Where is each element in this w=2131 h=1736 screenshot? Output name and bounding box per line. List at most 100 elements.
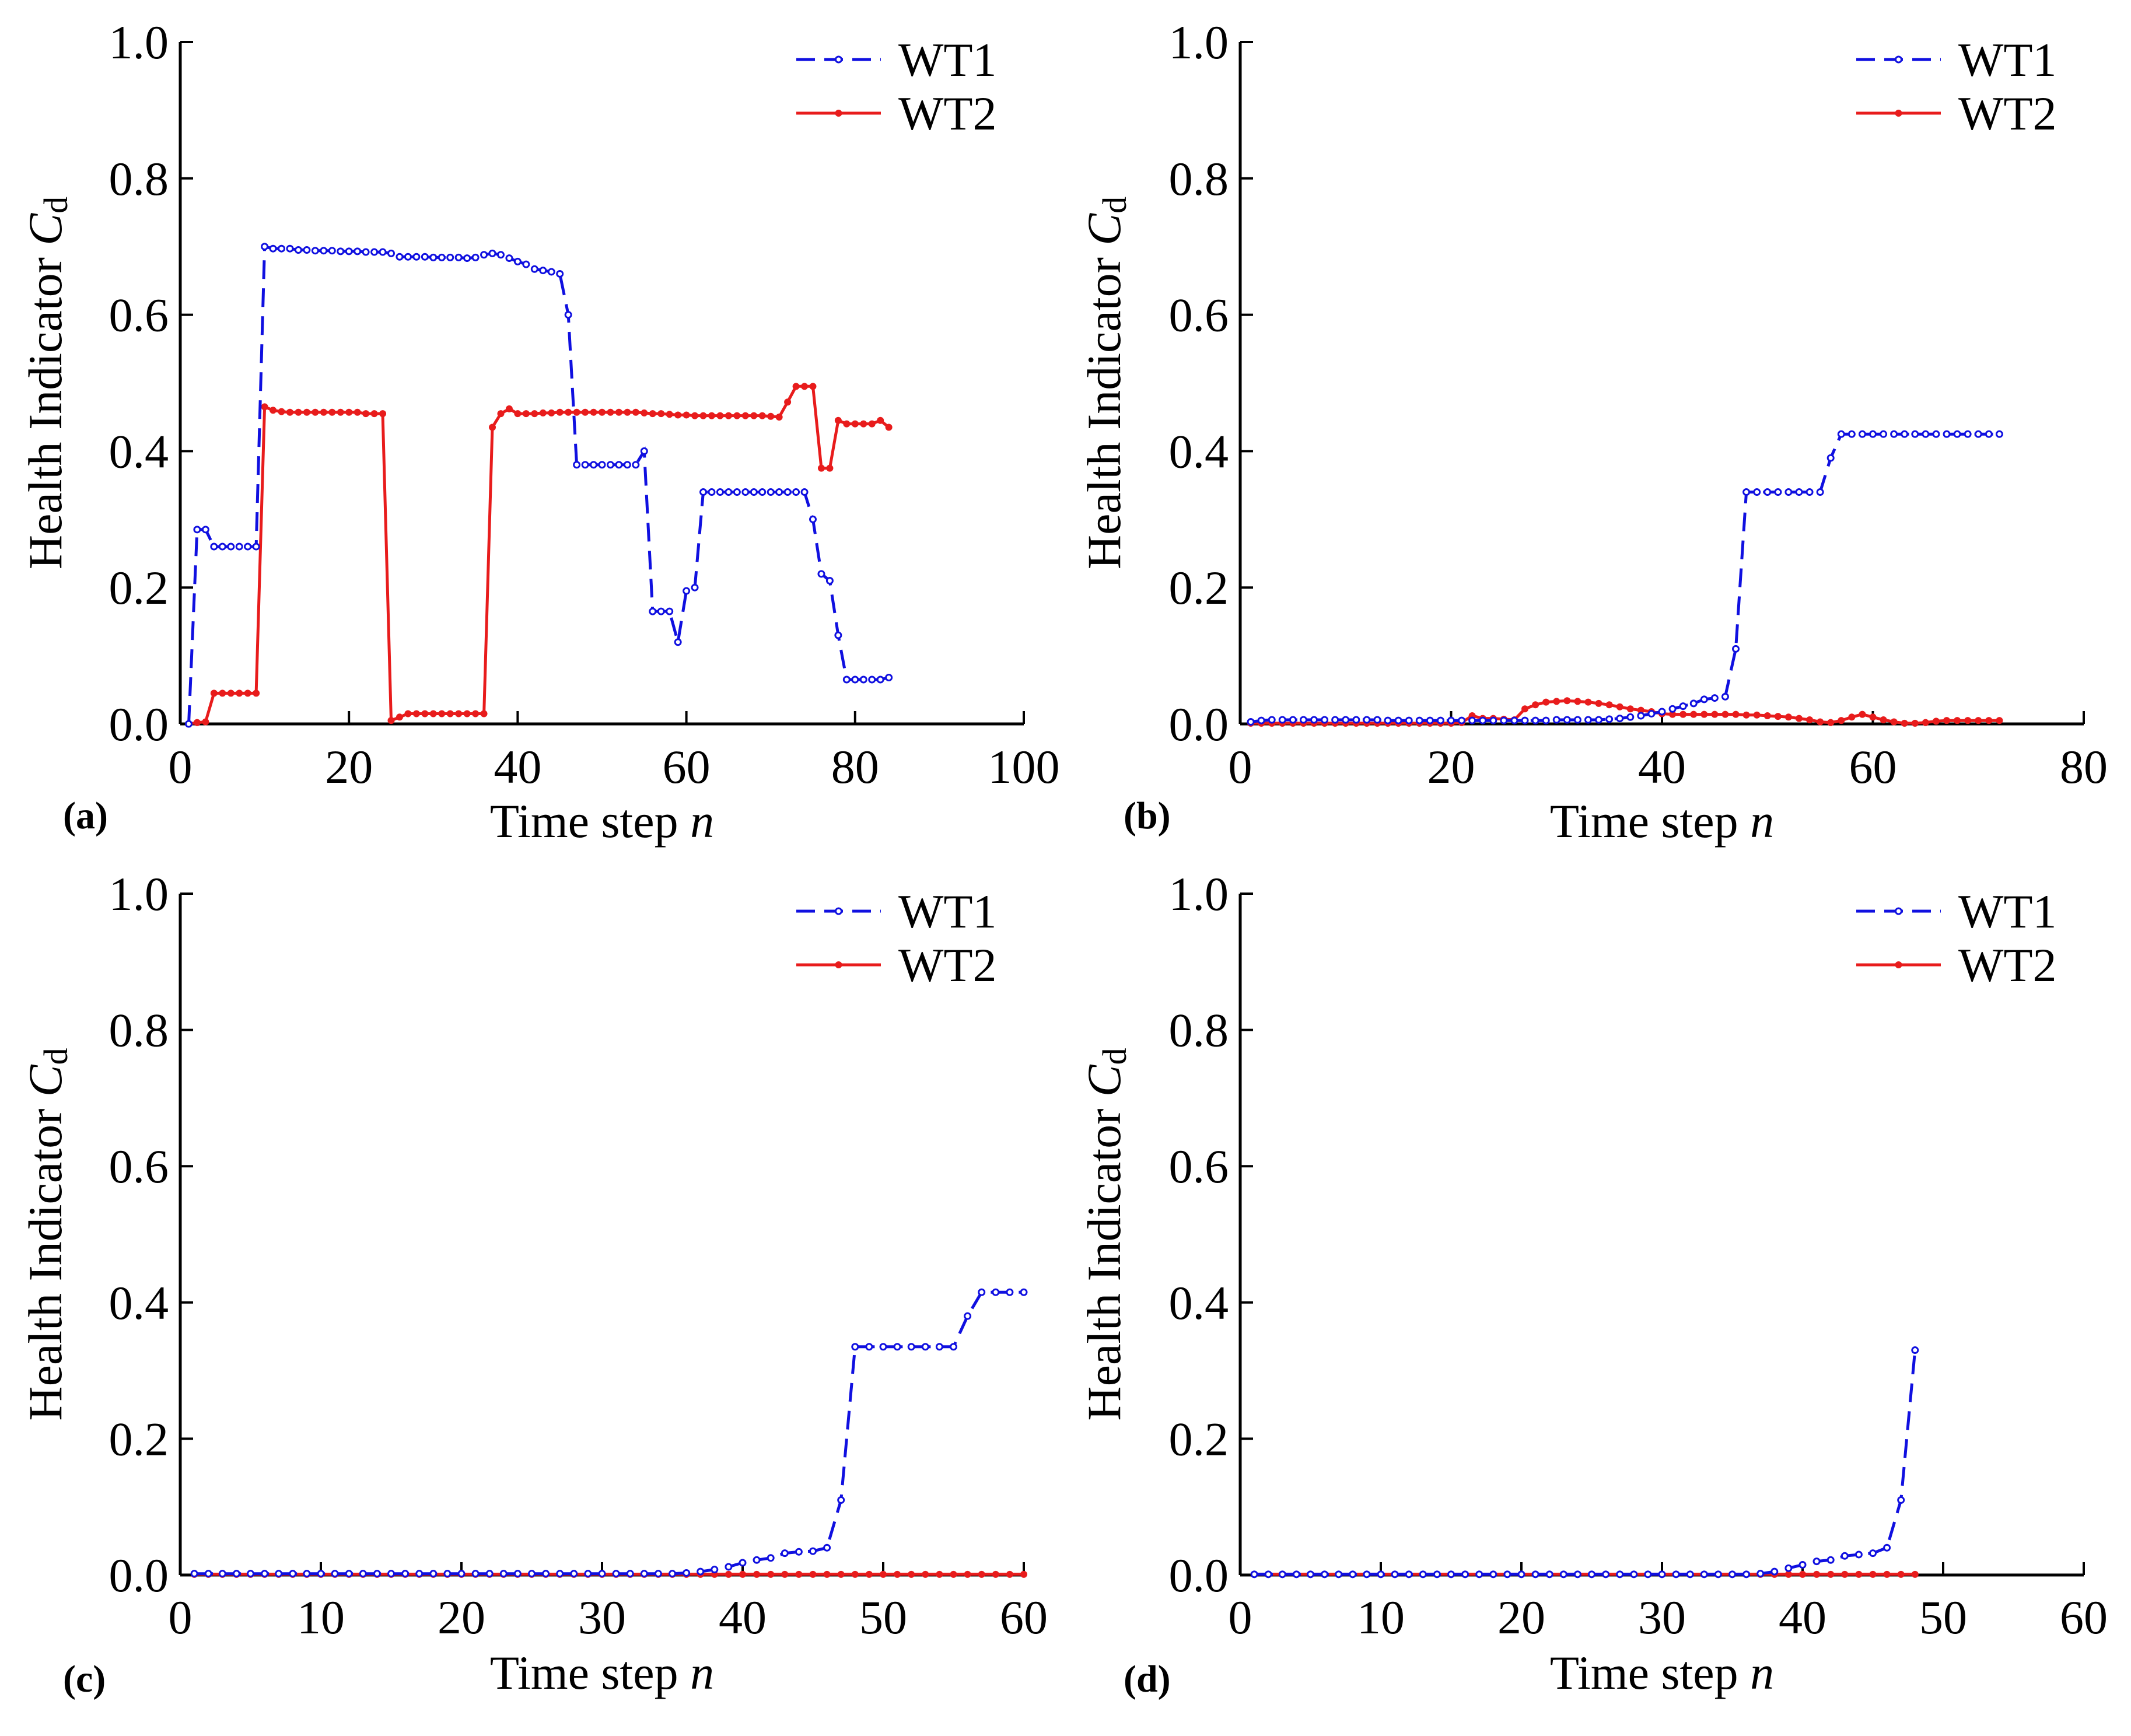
data-point-wt2 — [1774, 713, 1782, 720]
data-point-wt2 — [303, 408, 310, 416]
data-point-wt2 — [741, 412, 749, 419]
data-point-wt1 — [1837, 430, 1845, 438]
data-point-wt1 — [252, 542, 260, 551]
y-axis-title-text: Health Indicator — [19, 257, 72, 569]
data-point-wt1 — [227, 542, 235, 551]
data-point-wt1 — [1602, 1570, 1610, 1578]
data-point-wt1 — [421, 253, 429, 261]
legend-marker-wt2 — [835, 961, 842, 968]
data-point-wt1 — [606, 461, 614, 469]
data-point-wt1 — [1605, 715, 1614, 723]
data-point-wt1 — [683, 1569, 691, 1577]
data-point-wt1 — [328, 247, 336, 255]
data-point-wt2 — [1806, 716, 1814, 723]
data-point-wt1 — [1890, 430, 1898, 438]
data-point-wt2 — [615, 408, 622, 416]
data-point-wt1 — [480, 251, 488, 259]
data-point-wt2 — [193, 719, 201, 726]
data-point-wt1 — [1753, 488, 1761, 496]
y-tick-label: 1.0 — [109, 16, 169, 69]
data-point-wt2 — [657, 410, 665, 418]
x-tick-label: 20 — [438, 1591, 485, 1644]
data-point-wt2 — [312, 408, 319, 416]
x-tick-label: 40 — [1638, 740, 1686, 793]
legend-label-wt2: WT2 — [1958, 939, 2056, 992]
x-axis-title-text: Time step — [1550, 1646, 1738, 1699]
data-point-wt1 — [1278, 716, 1286, 724]
data-point-wt1 — [1710, 694, 1719, 702]
data-point-wt1 — [345, 247, 353, 256]
y-axis-title-sub: d — [1096, 1048, 1133, 1065]
data-point-wt2 — [1605, 701, 1613, 709]
y-tick-label: 0.4 — [1169, 425, 1229, 478]
y-tick-label: 0.4 — [109, 1276, 169, 1329]
data-point-wt1 — [1721, 692, 1729, 701]
data-point-wt2 — [472, 710, 480, 718]
data-point-wt2 — [632, 408, 639, 416]
data-point-wt1 — [564, 311, 572, 319]
data-point-wt2 — [565, 408, 572, 416]
data-point-wt2 — [1985, 717, 1993, 724]
data-point-wt2 — [1817, 718, 1824, 726]
data-point-wt1 — [657, 607, 665, 615]
data-point-wt2 — [582, 408, 589, 416]
y-axis-title-var: C — [1077, 213, 1131, 246]
data-point-wt1 — [1458, 716, 1466, 724]
x-tick-label: 40 — [719, 1591, 767, 1644]
data-point-wt1 — [1595, 716, 1603, 724]
data-point-wt1 — [615, 461, 623, 469]
data-point-wt2 — [345, 408, 353, 416]
data-point-wt1 — [286, 244, 294, 253]
data-point-wt2 — [860, 420, 867, 428]
data-point-wt1 — [876, 676, 884, 684]
data-point-wt1 — [415, 1570, 424, 1578]
data-point-wt1 — [556, 270, 564, 278]
data-point-wt1 — [1995, 430, 2003, 438]
data-point-wt2 — [851, 1570, 859, 1578]
data-point-wt2 — [666, 411, 673, 418]
data-point-wt2 — [1690, 710, 1698, 718]
data-point-wt1 — [1517, 1570, 1525, 1578]
data-point-wt1 — [513, 257, 522, 265]
data-point-wt1 — [809, 515, 817, 523]
data-point-wt2 — [514, 410, 522, 418]
data-point-wt1 — [817, 570, 825, 578]
data-point-wt1 — [1644, 1570, 1652, 1578]
data-point-wt2 — [202, 718, 209, 726]
data-point-wt1 — [1278, 1570, 1286, 1578]
data-point-wt1 — [1331, 716, 1339, 724]
series-line-wt1 — [1250, 432, 2000, 723]
data-point-wt1 — [1700, 695, 1708, 704]
data-point-wt1 — [1363, 1570, 1371, 1578]
data-point-wt2 — [1753, 711, 1761, 719]
data-point-wt2 — [1827, 1570, 1835, 1578]
series-line-wt1 — [194, 1290, 1024, 1576]
data-point-wt1 — [556, 1570, 564, 1578]
data-point-wt1 — [1911, 1346, 1919, 1354]
data-point-wt2 — [244, 690, 251, 697]
data-point-wt1 — [463, 254, 471, 262]
data-point-wt2 — [1932, 718, 1940, 725]
data-point-wt2 — [1848, 713, 1856, 721]
data-point-wt1 — [1307, 1570, 1314, 1578]
data-point-wt2 — [1584, 698, 1592, 706]
data-point-wt1 — [1405, 716, 1413, 724]
data-point-wt2 — [320, 408, 327, 416]
x-axis-title-text: Time step — [490, 794, 678, 848]
data-point-wt2 — [1964, 717, 1972, 724]
data-point-wt1 — [885, 674, 893, 682]
data-point-wt1 — [1436, 716, 1444, 724]
data-point-wt1 — [825, 577, 834, 585]
data-point-wt1 — [1689, 699, 1698, 708]
data-point-wt1 — [1798, 1560, 1807, 1569]
y-axis-title: Health Indicator Cd — [1077, 1048, 1133, 1420]
x-axis-title-text: Time step — [1550, 794, 1738, 848]
x-tick-label: 30 — [578, 1591, 626, 1644]
data-point-wt2 — [396, 713, 403, 721]
data-point-wt1 — [1573, 716, 1581, 724]
data-point-wt1 — [851, 676, 859, 684]
data-point-wt2 — [826, 464, 834, 472]
data-point-wt1 — [1588, 1570, 1595, 1578]
data-point-wt2 — [480, 710, 488, 718]
data-point-wt1 — [1647, 709, 1656, 718]
